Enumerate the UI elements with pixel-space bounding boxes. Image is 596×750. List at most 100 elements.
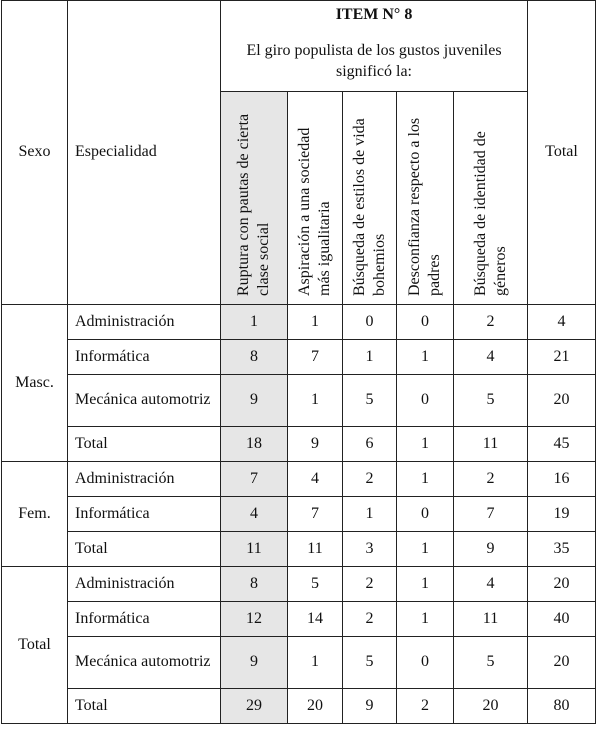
value-cell: 11 — [287, 531, 343, 567]
row-label: Informática — [67, 339, 221, 375]
value-cell: 9 — [220, 374, 288, 427]
header-cell: Especialidad — [67, 0, 221, 305]
value-cell: 1 — [396, 426, 454, 462]
data-row: Informática 4 7 1 0 7 19 — [2, 496, 596, 532]
value-cell: 9 — [287, 426, 343, 462]
header-row: El giro populista de los gustos juvenile… — [2, 41, 596, 92]
value-cell: 5 — [342, 636, 397, 689]
value-cell: 2 — [453, 461, 528, 497]
column-header-text: Desconfianza respecto a los padres — [406, 117, 443, 296]
value-cell: 1 — [342, 339, 397, 375]
value-cell: 14 — [287, 601, 343, 637]
value-cell: 6 — [342, 426, 397, 462]
value-cell: 4 — [453, 566, 528, 602]
value-cell: 11 — [453, 601, 528, 637]
row-label: Total — [67, 531, 221, 567]
value-cell: 1 — [396, 339, 454, 375]
value-cell: 1 — [287, 304, 343, 340]
row-label: Administración — [67, 566, 221, 602]
value-cell: 16 — [527, 461, 596, 497]
value-cell: 9 — [220, 636, 288, 689]
value-cell: 0 — [396, 304, 454, 340]
row-label: Administración — [67, 304, 221, 340]
row-label: Total — [67, 426, 221, 462]
data-row: Total 18 9 6 1 11 45 — [2, 426, 596, 462]
value-cell: 20 — [527, 636, 596, 689]
sex-cell: Masc. — [1, 304, 68, 462]
data-row: Mecánica automotriz 9 1 5 0 5 20 — [2, 374, 596, 427]
column-header: Aspiración a una sociedad más igualitari… — [287, 91, 343, 305]
value-cell: 1 — [396, 601, 454, 637]
value-cell: 40 — [527, 601, 596, 637]
value-cell: 4 — [220, 496, 288, 532]
value-cell: 5 — [287, 566, 343, 602]
value-cell: 1 — [287, 374, 343, 427]
value-cell: 20 — [527, 566, 596, 602]
value-cell: 4 — [527, 304, 596, 340]
value-cell: 1 — [287, 636, 343, 689]
data-row: Masc. Administración 1 1 0 0 2 4 — [1, 304, 596, 462]
value-cell: 80 — [527, 688, 596, 724]
value-cell: 1 — [396, 461, 454, 497]
value-cell: 0 — [342, 304, 397, 340]
row-label: Mecánica automotriz — [67, 636, 221, 689]
sex-cell: Fem. — [1, 461, 68, 567]
value-cell: 4 — [287, 461, 343, 497]
value-cell: 18 — [220, 426, 288, 462]
value-cell: 9 — [342, 688, 397, 724]
row-label: Total — [67, 688, 221, 724]
value-cell: 11 — [220, 531, 288, 567]
table-body: Sexo Especialidad ITEM N° 8 Total El gir… — [1, 0, 596, 724]
row-label: Informática — [67, 601, 221, 637]
value-cell: 4 — [453, 339, 528, 375]
value-cell: 8 — [220, 566, 288, 602]
value-cell: 5 — [342, 374, 397, 427]
column-header: Ruptura con pautas de cierta clase socia… — [220, 91, 288, 305]
data-row: Total Administración 8 5 2 1 4 20 — [1, 566, 596, 724]
row-label: Informática — [67, 496, 221, 532]
value-cell: 1 — [396, 566, 454, 602]
column-header: Búsqueda de estilos de vida bohemios — [342, 91, 397, 305]
value-cell: 20 — [453, 688, 528, 724]
value-cell: 0 — [396, 496, 454, 532]
value-cell: 2 — [342, 566, 397, 602]
data-row: Informática 8 7 1 1 4 21 — [2, 339, 596, 375]
data-row: Mecánica automotriz 9 1 5 0 5 20 — [2, 636, 596, 689]
value-cell: 5 — [453, 374, 528, 427]
value-cell: 7 — [287, 339, 343, 375]
value-cell: 2 — [342, 461, 397, 497]
column-header-text: Búsqueda de estilos de vida bohemios — [350, 118, 388, 296]
value-cell: 1 — [396, 531, 454, 567]
value-cell: 29 — [220, 688, 288, 724]
row-label: Mecánica automotriz — [67, 374, 221, 427]
results-table: Sexo Especialidad ITEM N° 8 Total El gir… — [1, 0, 596, 724]
value-cell: 2 — [453, 304, 528, 340]
value-cell: 21 — [527, 339, 596, 375]
data-row: Total 11 11 3 1 9 35 — [2, 531, 596, 567]
value-cell: 2 — [396, 688, 454, 724]
column-header-text: Búsqueda de identidad de géneros — [471, 131, 509, 296]
value-cell: 19 — [527, 496, 596, 532]
value-cell: 20 — [527, 374, 596, 427]
value-cell: 35 — [527, 531, 596, 567]
sex-cell: Total — [1, 566, 68, 724]
value-cell: 7 — [287, 496, 343, 532]
header-row: Ruptura con pautas de cierta clase socia… — [2, 91, 596, 305]
column-header: Búsqueda de identidad de géneros — [453, 91, 528, 305]
column-header-text: Aspiración a una sociedad más igualitari… — [296, 127, 333, 296]
value-cell: 8 — [220, 339, 288, 375]
item-title: ITEM N° 8 — [220, 0, 528, 41]
data-row: Fem. Administración 7 4 2 1 2 16 — [1, 461, 596, 567]
value-cell: 1 — [220, 304, 288, 340]
header-cell: Sexo — [1, 0, 68, 305]
row-label: Administración — [67, 461, 221, 497]
question: El giro populista de los gustos juvenile… — [220, 41, 528, 92]
data-row: Informática 12 14 2 1 11 40 — [2, 601, 596, 637]
value-cell: 0 — [396, 374, 454, 427]
value-cell: 12 — [220, 601, 288, 637]
value-cell: 45 — [527, 426, 596, 462]
value-cell: 9 — [453, 531, 528, 567]
value-cell: 0 — [396, 636, 454, 689]
column-header: Desconfianza respecto a los padres — [396, 91, 454, 305]
